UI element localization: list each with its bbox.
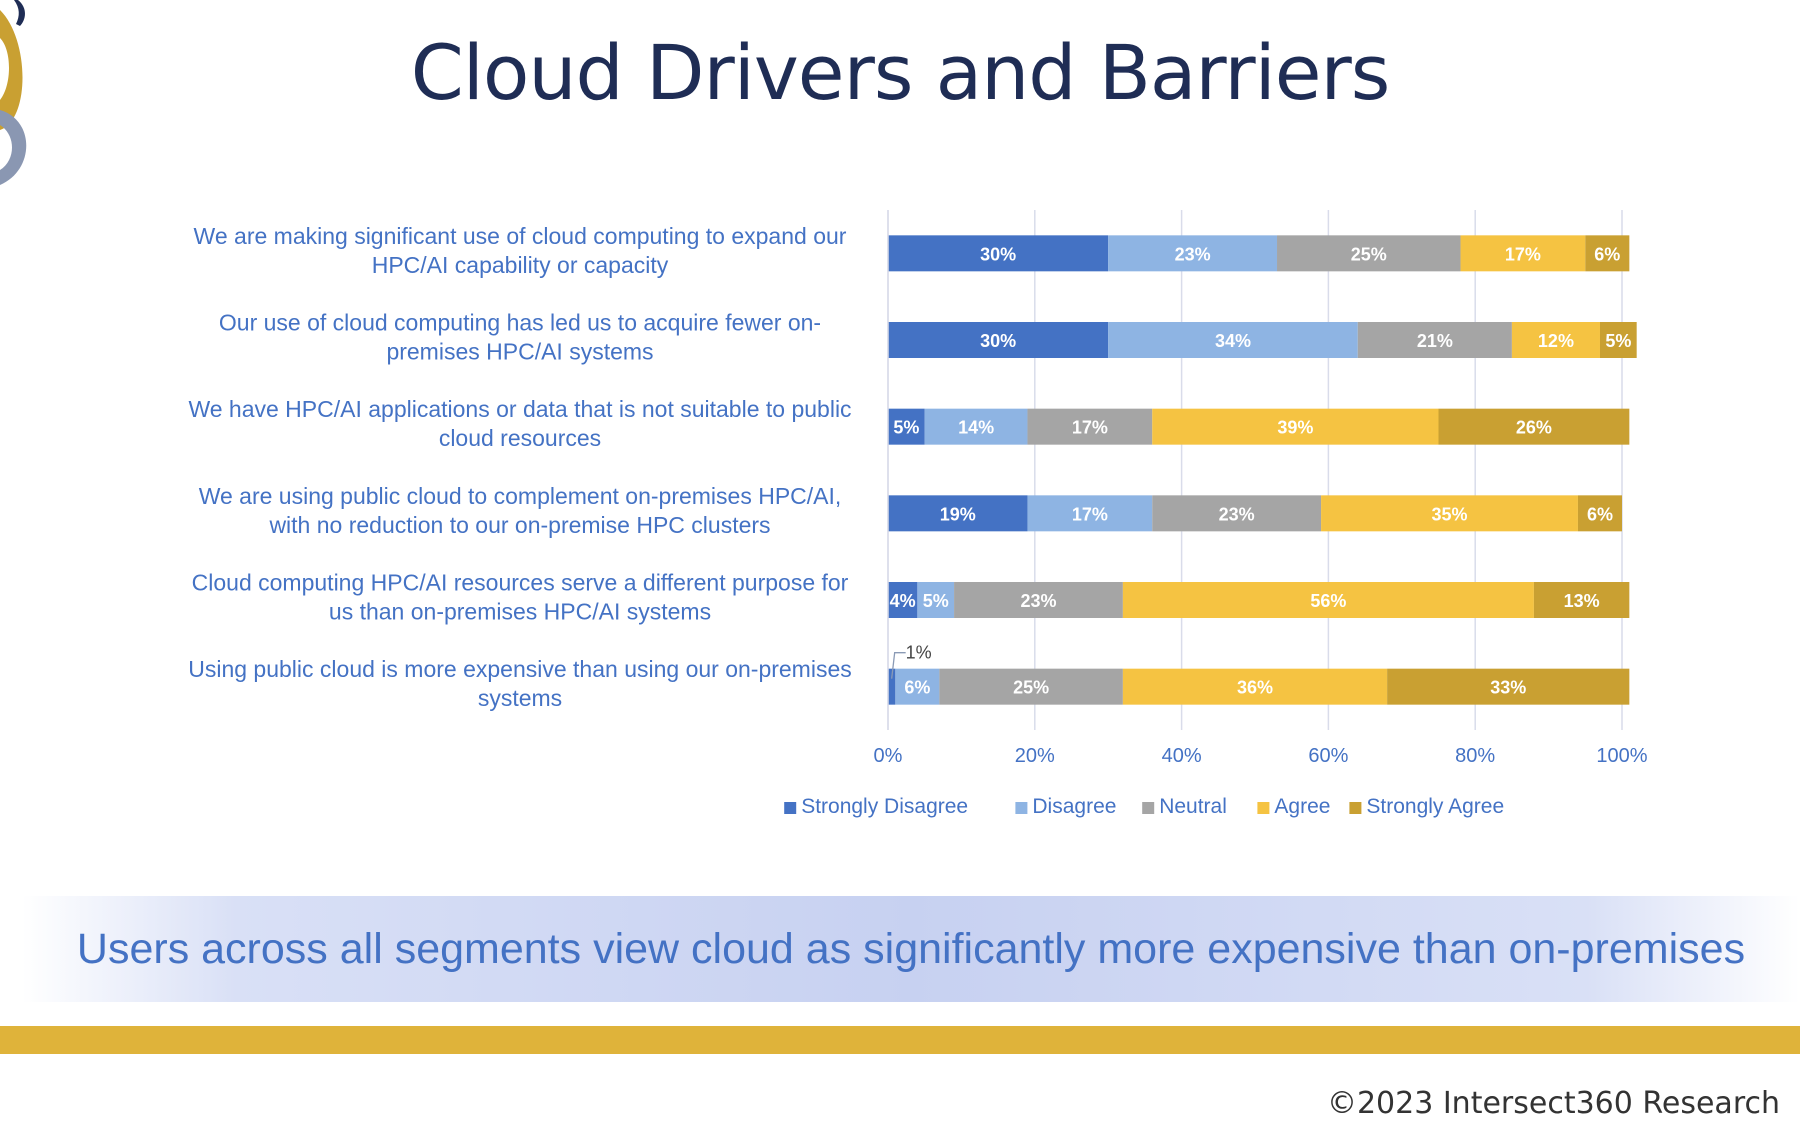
company-logo (0, 0, 27, 185)
bar-segment (1122, 668, 1388, 705)
bar-segment (1277, 235, 1461, 272)
copyright: ©2023 Intersect360 Research (1326, 1086, 1780, 1121)
legend-label: Disagree (1032, 795, 1116, 818)
data-label: 34% (1215, 331, 1251, 351)
legend-swatch (1257, 802, 1270, 814)
legend-swatch (1142, 802, 1155, 814)
category-label: We are making significant use of cloud c… (194, 223, 847, 249)
gold-divider (0, 1026, 1800, 1054)
data-label: 6% (904, 678, 930, 698)
bar-segment (939, 668, 1123, 705)
bar-segment (888, 668, 896, 705)
data-label: 14% (958, 418, 994, 438)
data-label: 17% (1072, 418, 1108, 438)
bar-segment (1152, 408, 1439, 445)
data-label: 1% (906, 643, 932, 663)
category-label: premises HPC/AI systems (386, 339, 653, 365)
bar-segment (888, 235, 1109, 272)
data-label: 17% (1072, 504, 1108, 524)
x-tick-label: 0% (874, 745, 903, 767)
data-label: 36% (1237, 678, 1273, 698)
category-label: We have HPC/AI applications or data that… (188, 396, 851, 422)
category-label: We are using public cloud to complement … (199, 483, 842, 509)
data-label: 19% (940, 504, 976, 524)
stacked-bar-chart: 0% 20% 40% 60% 80% 100% We are making signific… (188, 210, 1648, 818)
data-label: 39% (1277, 418, 1313, 438)
legend-label: Neutral (1159, 795, 1227, 818)
data-label: 30% (980, 244, 1016, 264)
x-tick-label: 20% (1015, 745, 1055, 767)
bar-segment (1599, 322, 1637, 358)
data-label: 25% (1013, 678, 1049, 698)
category-label: Our use of cloud computing has led us to… (219, 310, 821, 336)
data-label: 5% (1605, 331, 1631, 351)
bar-segment (924, 408, 1028, 445)
bar-segment (1460, 235, 1586, 272)
x-tick-label: 100% (1596, 745, 1647, 767)
category-label: systems (478, 685, 562, 711)
bar-segment (888, 495, 1028, 532)
bar-segment (1577, 495, 1622, 532)
data-label: 5% (923, 591, 949, 611)
callout-text: Users across all segments view cloud as … (76, 924, 1746, 973)
data-label-leader (891, 652, 906, 679)
bar-segment (1108, 235, 1278, 272)
legend-label: Strongly Agree (1366, 795, 1504, 818)
legend-swatch (1015, 802, 1028, 814)
category-label: with no reduction to our on-premise HPC … (268, 512, 770, 538)
bar-segment (1152, 495, 1322, 532)
data-label: 13% (1564, 591, 1600, 611)
bar-segment (1122, 582, 1534, 618)
bar-segment (1438, 408, 1630, 445)
bar-segment (1533, 582, 1630, 618)
callout-banner: Users across all segments view cloud as … (22, 896, 1800, 1002)
category-label: HPC/AI capability or capacity (372, 252, 669, 278)
bar-segment (895, 668, 940, 705)
data-label: 21% (1417, 331, 1453, 351)
legend-swatch (784, 802, 797, 814)
x-tick-label: 80% (1455, 745, 1495, 767)
data-label: 17% (1505, 244, 1541, 264)
data-label: 30% (980, 331, 1016, 351)
bar-segment (888, 582, 918, 618)
bar-segment (1511, 322, 1600, 358)
legend-label: Strongly Disagree (801, 795, 968, 818)
bar-segment (1321, 495, 1578, 532)
bar-segment (888, 408, 925, 445)
bar-segment (917, 582, 955, 618)
data-label: 6% (1587, 504, 1613, 524)
bar-segment (1387, 668, 1630, 705)
data-label: 5% (893, 418, 919, 438)
legend-label: Agree (1274, 795, 1330, 818)
bar-segment (954, 582, 1123, 618)
bar-segment (1027, 408, 1153, 445)
data-label: 23% (1219, 504, 1255, 524)
category-label: cloud resources (439, 425, 601, 451)
x-tick-label: 60% (1308, 745, 1348, 767)
bar-segment (1357, 322, 1512, 358)
x-tick-label: 40% (1162, 745, 1202, 767)
data-label: 12% (1538, 331, 1574, 351)
bar-segment (888, 322, 1109, 358)
data-label: 23% (1175, 244, 1211, 264)
data-label: 26% (1516, 418, 1552, 438)
category-label: Cloud computing HPC/AI resources serve a… (192, 570, 849, 596)
page-title: Cloud Drivers and Barriers (410, 28, 1391, 117)
data-label: 25% (1351, 244, 1387, 264)
data-label: 4% (890, 591, 916, 611)
category-label: Using public cloud is more expensive tha… (188, 656, 852, 682)
legend-swatch (1349, 802, 1362, 814)
category-label: us than on-premises HPC/AI systems (329, 599, 711, 625)
data-label: 35% (1431, 504, 1467, 524)
data-label: 33% (1490, 678, 1526, 698)
data-label: 23% (1020, 591, 1056, 611)
bar-segment (1027, 495, 1153, 532)
bar-segment (1108, 322, 1358, 358)
data-label: 6% (1594, 244, 1620, 264)
data-label: 56% (1310, 591, 1346, 611)
bar-segment (1585, 235, 1630, 272)
